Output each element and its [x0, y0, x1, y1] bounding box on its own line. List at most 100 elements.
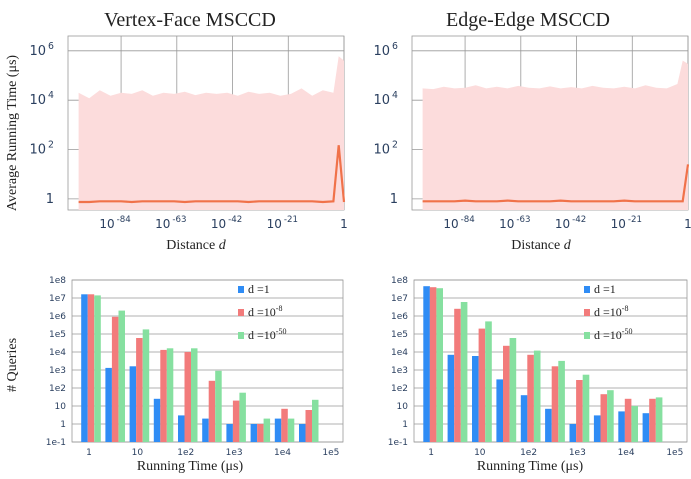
- x-axis-label: Distance d: [511, 238, 571, 253]
- y-tick-labels: 1e-1 1 10 1e2 1e3 1e4 1e5 1e6 1e7 1e8: [46, 276, 67, 448]
- x-tick-label: 1e4: [274, 448, 291, 458]
- x-tick-label: 10 -63: [155, 215, 186, 231]
- y-tick-label: 10 4: [374, 90, 399, 108]
- bar: [423, 286, 430, 442]
- legend: d =1 d =10-8 d =10-50: [238, 282, 286, 342]
- y-tick-label: 10 2: [374, 140, 399, 158]
- bar: [136, 338, 143, 442]
- y-tick-label: 1e6: [391, 312, 408, 322]
- x-tick-label: 10 -21: [611, 215, 642, 231]
- y-tick-label: 10 4: [30, 90, 55, 108]
- bar: [263, 418, 271, 442]
- y-tick-label: 1e5: [391, 330, 408, 340]
- bar: [202, 418, 209, 442]
- y-tick-label: 1e-1: [388, 438, 408, 448]
- x-tick-label: 1: [86, 448, 92, 458]
- y-tick-label: 1e7: [49, 294, 66, 304]
- x-tick-label: 1e5: [322, 448, 339, 458]
- bar: [287, 418, 295, 442]
- bar: [582, 374, 590, 442]
- y-tick-label: 1e3: [391, 366, 408, 376]
- x-axis-label: Distance d: [166, 238, 226, 253]
- y-tick-label: 10: [397, 402, 409, 412]
- bar: [558, 360, 565, 442]
- average-time-line: [78, 145, 346, 204]
- bar: [250, 424, 258, 442]
- min-max-band: [422, 60, 688, 210]
- x-axis-label: Running Time (μs): [137, 459, 244, 474]
- x-tick-label: 1e2: [520, 448, 537, 458]
- bars: [81, 294, 319, 442]
- legend-swatch: [238, 332, 244, 339]
- bar: [655, 397, 663, 442]
- bar: [215, 370, 222, 442]
- bar: [166, 348, 174, 442]
- bar: [551, 366, 559, 442]
- bar: [208, 380, 216, 442]
- y-tick-label: 1: [60, 420, 66, 430]
- bar: [232, 400, 240, 442]
- x-tick-label: 10 -21: [267, 215, 298, 231]
- bar: [111, 316, 119, 442]
- bar: [312, 399, 319, 442]
- range-band: [422, 60, 688, 210]
- x-tick-label: 1e3: [569, 448, 586, 458]
- x-tick-label: 1e4: [618, 448, 635, 458]
- bar: [129, 366, 137, 442]
- y-tick-labels: 1e-1 1 10 1e2 1e3 1e4 1e5 1e6 1e7 1e8: [388, 276, 409, 448]
- bar: [520, 395, 528, 442]
- x-tick-label: 10: [132, 448, 144, 458]
- bar: [527, 354, 534, 442]
- bar: [153, 398, 161, 442]
- x-tick-label: 10 -84: [443, 215, 474, 231]
- bar: [607, 390, 614, 442]
- y-tick-label: 10 6: [374, 41, 399, 59]
- bar: [429, 287, 437, 442]
- y-tick-label: 1e2: [391, 384, 408, 394]
- bar: [600, 394, 608, 442]
- y-tick-label: 1e3: [49, 366, 66, 376]
- legend-label: d =10-8: [594, 304, 628, 319]
- legend-label: d =10-50: [594, 327, 632, 342]
- bar: [503, 345, 510, 442]
- average-line: [78, 145, 346, 204]
- range-band: [78, 56, 344, 210]
- average-time-line: [422, 164, 690, 203]
- x-tick-labels: 1 10 1e2 1e3 1e4 1e5: [86, 448, 339, 458]
- bar: [274, 418, 282, 442]
- bar: [178, 415, 185, 442]
- legend: d =1 d =10-8 d =10-50: [584, 282, 632, 342]
- bar: [281, 408, 288, 442]
- top-y-axis-label: Average Running Time (μs): [5, 55, 20, 212]
- y-tick-label: 1e4: [49, 348, 66, 358]
- bar: [485, 321, 492, 442]
- min-max-band: [78, 56, 344, 210]
- x-tick-label: 1: [428, 448, 434, 458]
- y-tick-label: 1: [390, 192, 398, 207]
- bar: [305, 410, 312, 442]
- bar: [472, 356, 479, 442]
- x-tick-label: 10 -42: [211, 215, 242, 231]
- y-tick-label: 1e2: [49, 384, 66, 394]
- legend-swatch: [584, 286, 590, 293]
- bar: [447, 354, 455, 442]
- bar: [160, 349, 167, 442]
- x-tick-label: 10 -84: [99, 215, 130, 231]
- bar: [624, 398, 632, 442]
- bar: [105, 367, 112, 442]
- bar: [226, 424, 233, 442]
- x-tick-label: 10 -63: [499, 215, 530, 231]
- x-tick-label: 1: [684, 217, 691, 231]
- bar: [142, 329, 150, 442]
- legend-swatch: [584, 309, 590, 316]
- y-tick-label: 1e8: [49, 276, 66, 286]
- bars: [423, 286, 663, 442]
- bar: [118, 310, 125, 442]
- bar: [533, 350, 541, 442]
- legend-swatch: [238, 309, 244, 316]
